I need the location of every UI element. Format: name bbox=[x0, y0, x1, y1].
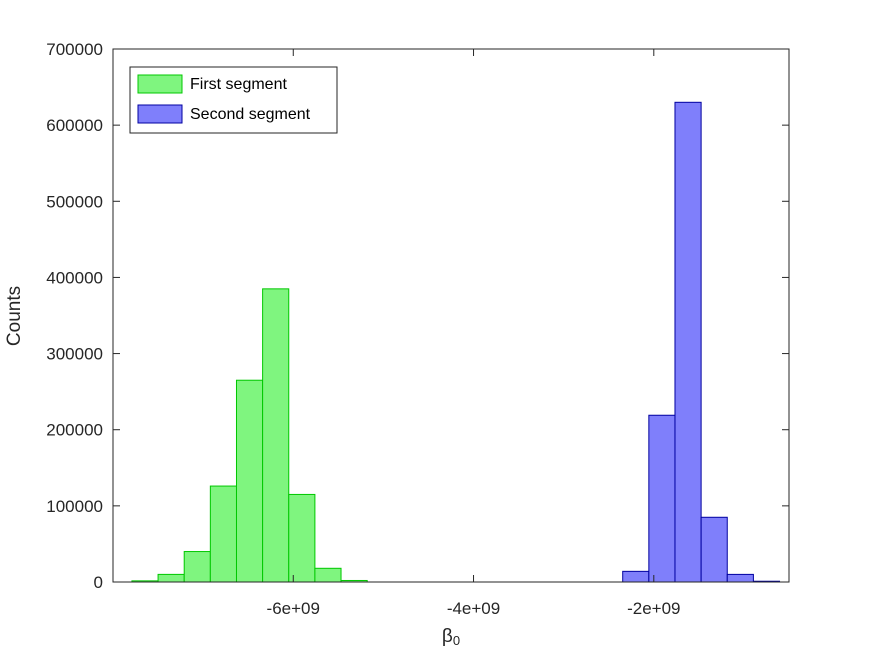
y-tick-label: 100000 bbox=[46, 497, 103, 516]
bar-series-1-bin-6 bbox=[262, 288, 290, 583]
legend-swatch-second-segment bbox=[137, 104, 183, 124]
bar-series-2-bin-5 bbox=[726, 573, 754, 583]
y-tick-label: 600000 bbox=[46, 116, 103, 135]
x-axis-label-main: β bbox=[442, 626, 453, 647]
bar-series-2-bin-1 bbox=[622, 570, 650, 583]
bar-series-2-bin-4 bbox=[700, 516, 728, 583]
y-tick-label: 700000 bbox=[46, 40, 103, 59]
legend-label-first-segment: First segment bbox=[190, 76, 287, 93]
y-tick-label: 200000 bbox=[46, 421, 103, 440]
x-axis: -6e+09 -4e+09 -2e+09 bbox=[267, 49, 681, 618]
plot-area-frame bbox=[112, 48, 790, 583]
bar-series-1-bin-7 bbox=[288, 493, 316, 583]
legend-label-second-segment: Second segment bbox=[190, 106, 311, 123]
y-tick-label: 0 bbox=[94, 573, 103, 592]
x-tick-label: -6e+09 bbox=[267, 599, 320, 618]
bar-series-1-bin-4 bbox=[209, 485, 237, 583]
bar-series-2-bin-3 bbox=[674, 101, 702, 583]
bar-series-2-bin-2 bbox=[648, 414, 676, 583]
x-tick-label: -2e+09 bbox=[627, 599, 680, 618]
legend: First segment Second segment bbox=[129, 66, 338, 134]
y-tick-label: 400000 bbox=[46, 268, 103, 287]
x-axis-label: β0 bbox=[442, 626, 460, 648]
y-tick-label: 300000 bbox=[46, 345, 103, 364]
y-tick-label: 500000 bbox=[46, 192, 103, 211]
x-tick-label: -4e+09 bbox=[447, 599, 500, 618]
bar-series-1-bin-3 bbox=[183, 551, 211, 583]
y-axis-label: Counts bbox=[4, 286, 25, 346]
bar-series-1-bin-5 bbox=[235, 379, 264, 583]
bar-series-1-bin-8 bbox=[314, 567, 342, 583]
y-axis: 0 100000 200000 300000 400000 500000 600000 700… bbox=[46, 40, 789, 592]
bar-series-1-bin-2 bbox=[157, 573, 185, 583]
histogram-bars bbox=[131, 101, 781, 583]
x-axis-label-subscript: 0 bbox=[453, 633, 460, 648]
legend-swatch-first-segment bbox=[137, 74, 183, 94]
